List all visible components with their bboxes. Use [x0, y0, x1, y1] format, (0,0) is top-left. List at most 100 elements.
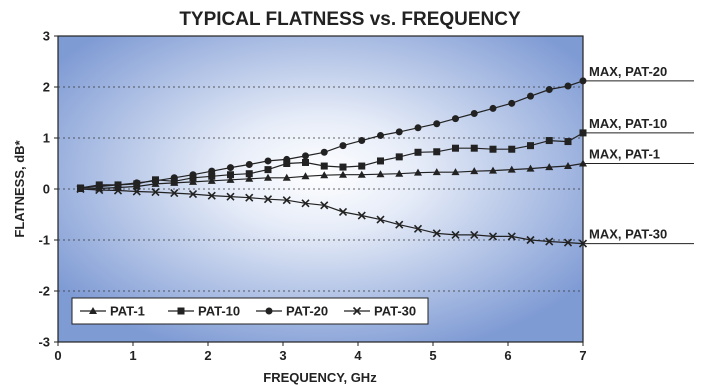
- point-pat-1-20: [451, 168, 460, 176]
- point-pat-10-7: [208, 172, 216, 180]
- point-pat-10-21: [470, 144, 478, 152]
- point-pat-10-10: [264, 166, 272, 174]
- point-pat-20-16: [377, 131, 384, 139]
- y-tick-label-2: 1: [43, 131, 50, 146]
- point-pat-1-23: [507, 165, 516, 173]
- point-pat-30-19: [432, 229, 441, 238]
- point-pat-20-9: [245, 161, 253, 169]
- y-tick-label-1: 2: [43, 80, 50, 95]
- point-pat-20-4: [152, 177, 159, 185]
- series-pat-30: [76, 184, 588, 248]
- legend-marker-pat-30: [352, 306, 362, 316]
- x-tick-label-4: 4: [354, 348, 362, 363]
- point-pat-20-10: [264, 157, 272, 165]
- y-axis-label: FLATNESS, dB*: [12, 139, 27, 237]
- x-tick-label-2: 2: [204, 348, 211, 363]
- point-pat-10-8: [227, 171, 234, 179]
- point-pat-1-12: [301, 172, 310, 180]
- legend: PAT-1 PAT-10 PAT-20 PAT-30: [71, 297, 429, 325]
- point-pat-1-14: [339, 170, 347, 178]
- point-pat-30-3: [132, 187, 141, 196]
- y-tick-label-4: -1: [38, 233, 50, 248]
- series-line-pat-10: [80, 132, 584, 189]
- point-pat-30-10: [263, 195, 273, 204]
- point-pat-1-22: [489, 166, 497, 174]
- point-pat-10-14: [339, 163, 347, 171]
- point-pat-30-22: [488, 232, 498, 241]
- point-pat-1-10: [264, 173, 272, 181]
- x-tick-label-7: 7: [579, 348, 586, 363]
- point-pat-1-24: [526, 164, 535, 172]
- point-pat-10-19: [433, 148, 441, 156]
- point-pat-20-22: [489, 104, 497, 112]
- point-pat-20-20: [452, 115, 459, 123]
- x-tick-label-0: 0: [54, 348, 61, 363]
- point-pat-20-2: [114, 181, 122, 189]
- point-pat-20-6: [189, 171, 197, 179]
- series-line-pat-20: [80, 80, 584, 189]
- point-pat-20-7: [208, 167, 216, 175]
- point-pat-10-5: [170, 177, 178, 185]
- point-pat-10-13: [320, 162, 328, 170]
- point-pat-10-22: [489, 145, 497, 153]
- x-tick-label-3: 3: [279, 348, 286, 363]
- point-pat-1-6: [189, 177, 197, 185]
- point-pat-10-17: [395, 153, 403, 161]
- point-pat-30-24: [526, 235, 535, 245]
- point-pat-30-23: [507, 232, 516, 241]
- x-tick-label-5: 5: [429, 348, 436, 363]
- point-pat-10-20: [452, 144, 459, 152]
- y-tick-label-0: 3: [43, 29, 50, 44]
- point-pat-20-11: [283, 155, 291, 163]
- point-pat-1-11: [282, 173, 291, 181]
- point-pat-30-25: [545, 237, 554, 246]
- series-line-pat-1: [80, 162, 584, 190]
- point-pat-20-17: [395, 128, 403, 136]
- point-pat-10-9: [245, 170, 253, 178]
- point-pat-30-17: [395, 220, 404, 229]
- point-pat-30-6: [188, 190, 198, 199]
- point-pat-20-14: [339, 142, 347, 150]
- point-pat-1-15: [357, 170, 366, 178]
- point-pat-30-11: [282, 196, 291, 205]
- point-pat-20-3: [133, 179, 141, 187]
- point-pat-30-7: [207, 191, 216, 200]
- point-pat-20-23: [508, 99, 516, 107]
- point-pat-20-13: [320, 148, 328, 156]
- point-pat-10-23: [508, 145, 516, 153]
- annotation-label-pat-1: MAX, PAT-1: [589, 147, 660, 162]
- point-pat-30-15: [357, 211, 366, 220]
- point-pat-30-8: [226, 192, 235, 201]
- point-pat-20-15: [358, 137, 366, 145]
- point-pat-1-16: [376, 170, 385, 178]
- point-pat-30-5: [170, 189, 179, 198]
- y-tick-labels: 3 2 1 0 -1 -2 -3: [38, 29, 50, 350]
- tick-marks: [54, 35, 584, 346]
- point-pat-30-21: [470, 230, 479, 239]
- point-pat-30-2: [113, 186, 123, 195]
- point-pat-1-9: [245, 174, 254, 182]
- legend-marker-pat-1: [89, 307, 97, 314]
- point-pat-10-11: [283, 160, 291, 167]
- point-pat-30-20: [451, 230, 460, 239]
- plot-area: [57, 35, 584, 343]
- point-pat-1-18: [414, 168, 422, 176]
- point-pat-30-12: [301, 199, 310, 208]
- y-tick-label-5: -2: [38, 284, 50, 299]
- x-tick-labels: 0 1 2 3 4 5 6 7: [54, 348, 586, 363]
- series-line-pat-30: [80, 188, 584, 245]
- point-pat-30-0: [76, 184, 85, 194]
- point-pat-30-14: [338, 207, 348, 217]
- point-pat-10-15: [358, 162, 366, 170]
- point-pat-1-17: [395, 169, 404, 177]
- chart-title: TYPICAL FLATNESS vs. FREQUENCY: [179, 9, 521, 30]
- point-pat-10-18: [414, 148, 422, 156]
- x-axis-label: FREQUENCY, GHz: [263, 370, 377, 385]
- annotations: MAX, PAT-20 MAX, PAT-10 MAX, PAT-1 MAX, PAT…: [583, 64, 694, 245]
- point-pat-1-21: [470, 167, 479, 175]
- point-pat-10-12: [302, 158, 309, 166]
- point-pat-1-26: [564, 162, 572, 170]
- point-pat-20-24: [527, 92, 534, 100]
- legend-label-pat-10: PAT-10: [198, 304, 240, 319]
- point-pat-20-8: [227, 164, 234, 172]
